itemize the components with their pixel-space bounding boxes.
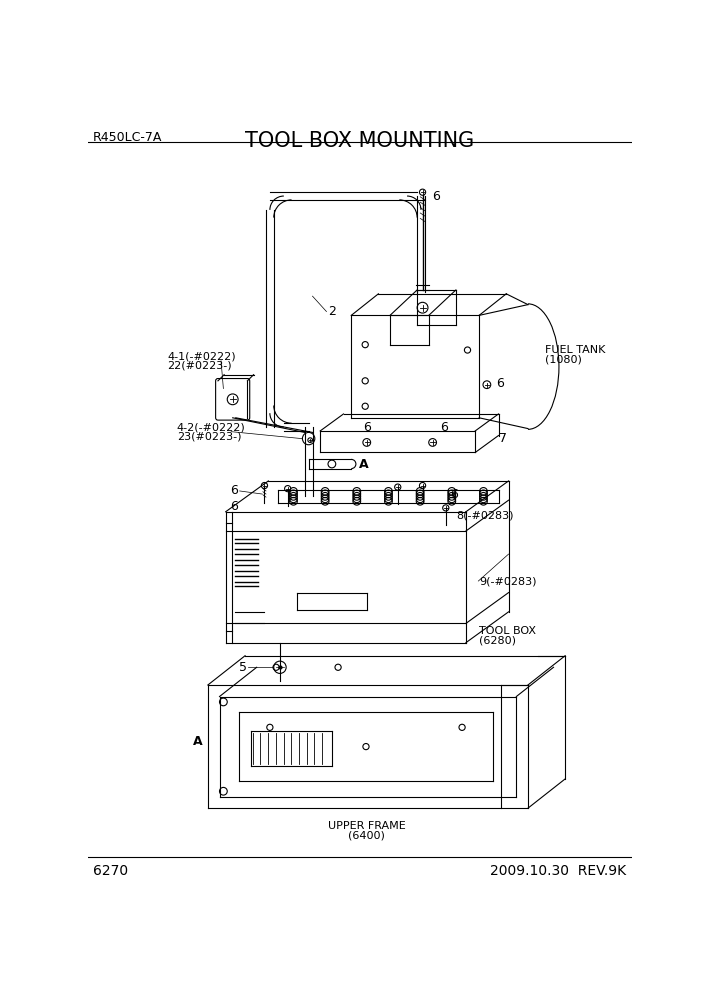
Text: 8(-#0283): 8(-#0283) [456,511,513,521]
Text: 5: 5 [239,661,246,674]
Text: TOOL BOX MOUNTING: TOOL BOX MOUNTING [245,131,475,151]
FancyBboxPatch shape [216,379,250,420]
Text: 6: 6 [450,487,458,501]
Text: 2009.10.30  REV.9K: 2009.10.30 REV.9K [490,864,626,878]
Text: A: A [359,457,369,470]
Text: 2: 2 [328,306,336,318]
Text: R450LC-7A: R450LC-7A [93,131,163,144]
Text: 6: 6 [230,484,238,497]
Text: A: A [193,735,202,748]
Text: 6270: 6270 [93,864,128,878]
Text: (6400): (6400) [348,830,385,840]
Text: 6: 6 [363,421,371,434]
Text: 4-1(-#0222): 4-1(-#0222) [168,351,236,361]
Text: 22(#0223-): 22(#0223-) [168,360,232,370]
Text: 7: 7 [498,433,507,445]
Text: 6: 6 [230,500,238,513]
Text: 6: 6 [496,377,504,390]
Text: (6280): (6280) [479,635,516,646]
Text: 9(-#0283): 9(-#0283) [479,576,536,586]
Text: TOOL BOX: TOOL BOX [479,626,536,636]
Text: UPPER FRAME: UPPER FRAME [328,821,406,831]
Text: FUEL TANK: FUEL TANK [545,345,605,355]
Text: 23(#0223-): 23(#0223-) [177,432,241,441]
Text: 4-2(-#0222): 4-2(-#0222) [177,422,246,433]
Text: 6: 6 [432,189,439,202]
Text: 6: 6 [440,421,449,434]
Text: (1080): (1080) [545,354,582,364]
